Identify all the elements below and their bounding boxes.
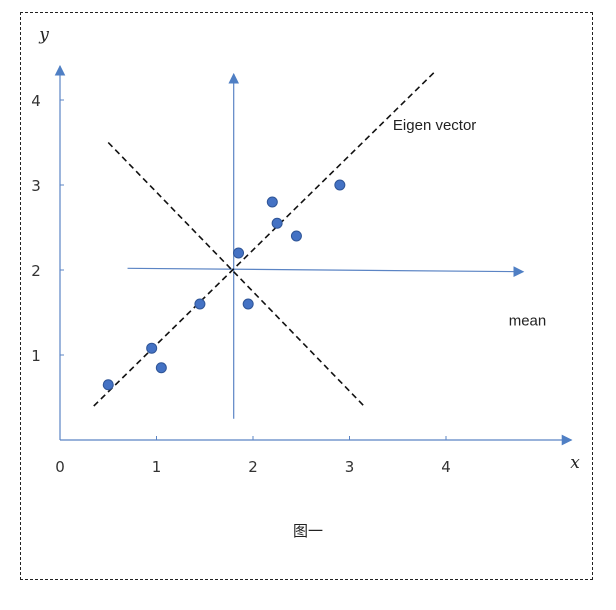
x-tick-label: 4: [441, 458, 451, 476]
x-tick-label: 3: [345, 458, 355, 476]
data-point: [102, 379, 114, 391]
x-axis-label: x: [570, 453, 580, 473]
data-point: [233, 247, 245, 259]
eigen-vector-annotation: Eigen vector: [393, 117, 476, 134]
data-point: [271, 217, 283, 229]
x-tick-label: 1: [152, 458, 162, 476]
data-point: [146, 342, 158, 354]
data-point: [194, 298, 206, 310]
eigen-vector-line-2: [107, 141, 365, 407]
eigen-vector-line-1: [93, 69, 437, 407]
data-point: [242, 298, 254, 310]
y-tick-label: 1: [31, 347, 41, 365]
data-point: [155, 362, 167, 374]
data-point: [334, 179, 346, 191]
figure-frame: [20, 12, 593, 580]
data-point: [266, 196, 278, 208]
mean-horizontal-axis: [127, 266, 525, 278]
x-tick-label: 0: [55, 458, 65, 476]
x-tick-label: 2: [248, 458, 258, 476]
y-tick-label: 3: [31, 177, 41, 195]
y-axis-label: y: [38, 25, 49, 45]
mean-annotation: mean: [509, 312, 547, 329]
figure-caption: 图一: [292, 522, 323, 540]
y-tick-label: 4: [31, 92, 41, 110]
y-tick-label: 2: [31, 262, 41, 280]
data-point: [290, 230, 302, 242]
